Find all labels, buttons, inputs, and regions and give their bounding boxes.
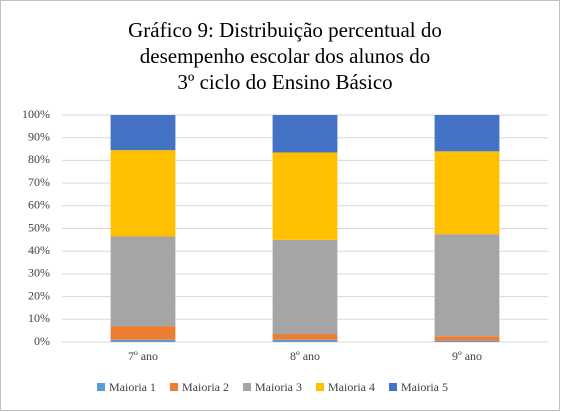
legend-swatch: [389, 383, 397, 391]
y-tick-label: 0%: [34, 334, 50, 348]
bar-segment: [272, 334, 338, 340]
y-tick-label: 70%: [28, 175, 50, 189]
y-tick-label: 80%: [28, 152, 50, 166]
bar-segment: [434, 234, 500, 337]
y-tick-label: 60%: [28, 198, 50, 212]
y-tick-label: 20%: [28, 288, 50, 302]
bar-segment: [110, 150, 176, 237]
legend-label: Maioria 4: [328, 380, 375, 394]
y-tick-label: 90%: [28, 129, 50, 143]
legend-label: Maioria 3: [255, 380, 302, 394]
legend-label: Maioria 5: [401, 380, 448, 394]
bar-segment: [110, 339, 176, 342]
legend-label: Maioria 1: [109, 380, 156, 394]
bar-segment: [110, 115, 176, 151]
legend-swatch: [243, 383, 251, 391]
bar-segment: [272, 115, 338, 153]
legend-swatch: [170, 383, 178, 391]
bar-segment: [272, 339, 338, 342]
chart-title: desempenho escolar dos alunos do: [140, 44, 430, 68]
x-tick-label: 7º ano: [128, 349, 158, 363]
bar-segment: [434, 336, 500, 341]
legend-swatch: [97, 383, 105, 391]
y-tick-label: 40%: [28, 243, 50, 257]
y-tick-label: 10%: [28, 311, 50, 325]
x-tick-label: 9º ano: [452, 349, 482, 363]
x-tick-label: 8º ano: [290, 349, 320, 363]
bar-segment: [272, 152, 338, 240]
bar-segment: [434, 115, 500, 152]
bar-segment: [434, 340, 500, 342]
legend-swatch: [316, 383, 324, 391]
bar-segment: [110, 326, 176, 340]
bar-segment: [434, 151, 500, 235]
bar-segment: [272, 239, 338, 335]
chart-title: Gráfico 9: Distribuição percentual do: [128, 18, 442, 42]
chart-title: 3º ciclo do Ensino Básico: [177, 70, 392, 94]
y-tick-label: 100%: [22, 107, 50, 121]
y-tick-label: 50%: [28, 220, 50, 234]
bar-segment: [110, 236, 176, 327]
legend-label: Maioria 2: [182, 380, 229, 394]
y-tick-label: 30%: [28, 266, 50, 280]
